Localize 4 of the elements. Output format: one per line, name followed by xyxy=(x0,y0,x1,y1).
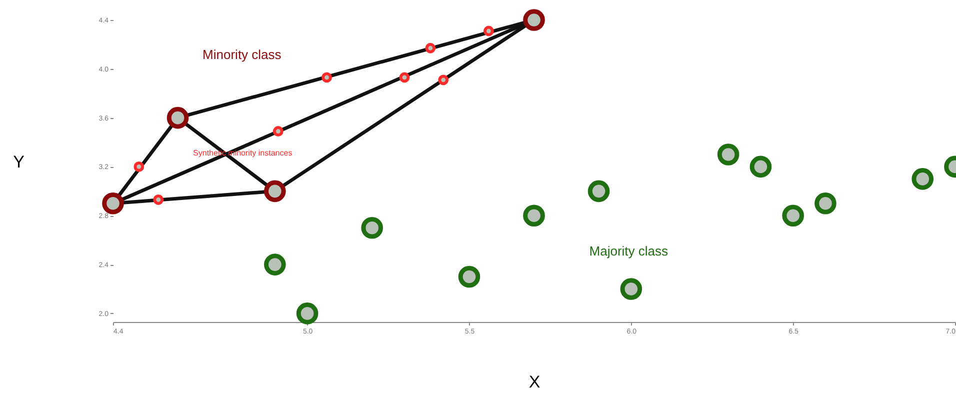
x-axis-title: X xyxy=(528,372,540,392)
text: Minority class xyxy=(202,47,282,62)
text: Majority class xyxy=(589,243,669,258)
y-axis-title: Y xyxy=(13,152,24,172)
